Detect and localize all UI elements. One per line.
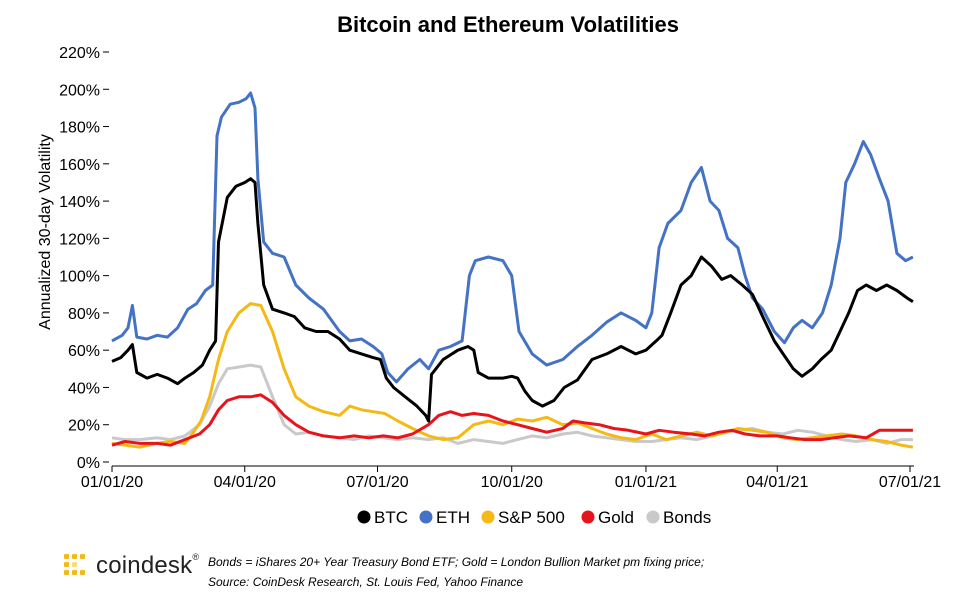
- legend-marker-eth: [419, 510, 433, 524]
- x-tick-label: 04/01/21: [746, 474, 808, 491]
- y-tick-label: 200%: [59, 82, 100, 99]
- y-tick-label: 0%: [77, 455, 100, 472]
- series-line-bonds: [111, 363, 913, 445]
- footnotes: Bonds = iShares 20+ Year Treasury Bond E…: [208, 552, 704, 592]
- coindesk-logo: coindesk®: [64, 552, 214, 586]
- series-line-gold: [111, 393, 913, 447]
- y-axis-title: Annualized 30-day Volatility: [37, 134, 54, 330]
- y-tick-label: 40%: [68, 380, 100, 397]
- y-tick-label: 160%: [59, 157, 100, 174]
- coindesk-logo-icon: [64, 554, 90, 580]
- series-line-eth: [111, 91, 914, 384]
- chart-title: Bitcoin and Ethereum Volatilities: [337, 12, 679, 37]
- y-tick-label: 100%: [59, 269, 100, 286]
- x-axis: 01/01/20 04/01/20 07/01/20 10/01/20 01/01/21…: [81, 465, 941, 491]
- legend-marker-s-p-500: [481, 510, 495, 524]
- x-tick-label: 01/01/21: [615, 474, 677, 491]
- footer: coindesk® Bonds = iShares 20+ Year Treas…: [64, 550, 944, 594]
- legend: BTC ETH S&P 500 Gold Bonds: [357, 508, 711, 527]
- legend-label: ETH: [436, 508, 470, 527]
- footnote-definitions: Bonds = iShares 20+ Year Treasury Bond E…: [208, 555, 705, 569]
- series-line-s-p-500: [111, 302, 914, 449]
- legend-label: Gold: [598, 508, 634, 527]
- y-axis: 0% 20% 40% 60% 80% 100% 120% 140% 160% 180% 200% 22…: [59, 45, 109, 472]
- x-tick-label: 04/01/20: [214, 474, 276, 491]
- legend-marker-gold: [581, 510, 595, 524]
- y-tick-label: 220%: [59, 45, 100, 62]
- legend-label: S&P 500: [498, 508, 565, 527]
- y-tick-label: 120%: [59, 231, 100, 248]
- series-line-btc: [111, 177, 914, 423]
- x-tick-label: 07/01/20: [346, 474, 408, 491]
- y-tick-label: 60%: [68, 343, 100, 360]
- y-tick-label: 20%: [68, 418, 100, 435]
- x-tick-label: 10/01/20: [481, 474, 543, 491]
- y-tick-label: 180%: [59, 120, 100, 137]
- x-tick-label: 01/01/20: [81, 474, 143, 491]
- footnote-source: Source: CoinDesk Research, St. Louis Fed…: [208, 575, 524, 589]
- plot-area: [111, 91, 914, 449]
- y-tick-label: 80%: [68, 306, 100, 323]
- legend-label: BTC: [374, 508, 408, 527]
- x-tick-label: 07/01/21: [879, 474, 941, 491]
- legend-marker-btc: [357, 510, 371, 524]
- y-tick-label: 140%: [59, 194, 100, 211]
- legend-marker-bonds: [646, 510, 660, 524]
- coindesk-logo-text: coindesk®: [96, 552, 200, 579]
- legend-label: Bonds: [663, 508, 711, 527]
